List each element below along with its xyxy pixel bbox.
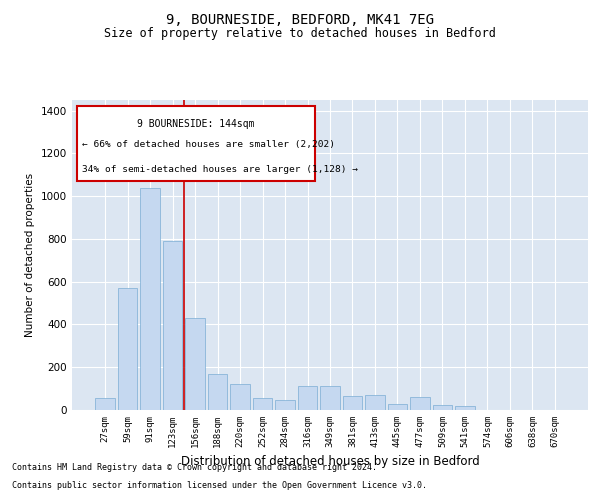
Y-axis label: Number of detached properties: Number of detached properties	[25, 173, 35, 337]
Bar	[208, 374, 227, 410]
Text: Size of property relative to detached houses in Bedford: Size of property relative to detached ho…	[104, 28, 496, 40]
Bar	[298, 386, 317, 410]
Bar	[140, 188, 160, 410]
Text: 9 BOURNESIDE: 144sqm: 9 BOURNESIDE: 144sqm	[137, 118, 254, 128]
Text: 34% of semi-detached houses are larger (1,128) →: 34% of semi-detached houses are larger (…	[82, 165, 358, 174]
Bar	[343, 396, 362, 410]
Bar	[230, 384, 250, 410]
Bar	[118, 288, 137, 410]
Bar	[275, 400, 295, 410]
Bar	[433, 404, 452, 410]
Bar	[163, 241, 182, 410]
Bar	[185, 318, 205, 410]
Bar	[253, 398, 272, 410]
Bar	[95, 398, 115, 410]
Bar	[410, 397, 430, 410]
Text: ← 66% of detached houses are smaller (2,202): ← 66% of detached houses are smaller (2,…	[82, 140, 335, 149]
Bar	[320, 386, 340, 410]
FancyBboxPatch shape	[77, 106, 314, 180]
X-axis label: Distribution of detached houses by size in Bedford: Distribution of detached houses by size …	[181, 456, 479, 468]
Text: Contains HM Land Registry data © Crown copyright and database right 2024.: Contains HM Land Registry data © Crown c…	[12, 464, 377, 472]
Bar	[365, 395, 385, 410]
Bar	[388, 404, 407, 410]
Text: Contains public sector information licensed under the Open Government Licence v3: Contains public sector information licen…	[12, 481, 427, 490]
Bar	[455, 406, 475, 410]
Text: 9, BOURNESIDE, BEDFORD, MK41 7EG: 9, BOURNESIDE, BEDFORD, MK41 7EG	[166, 12, 434, 26]
